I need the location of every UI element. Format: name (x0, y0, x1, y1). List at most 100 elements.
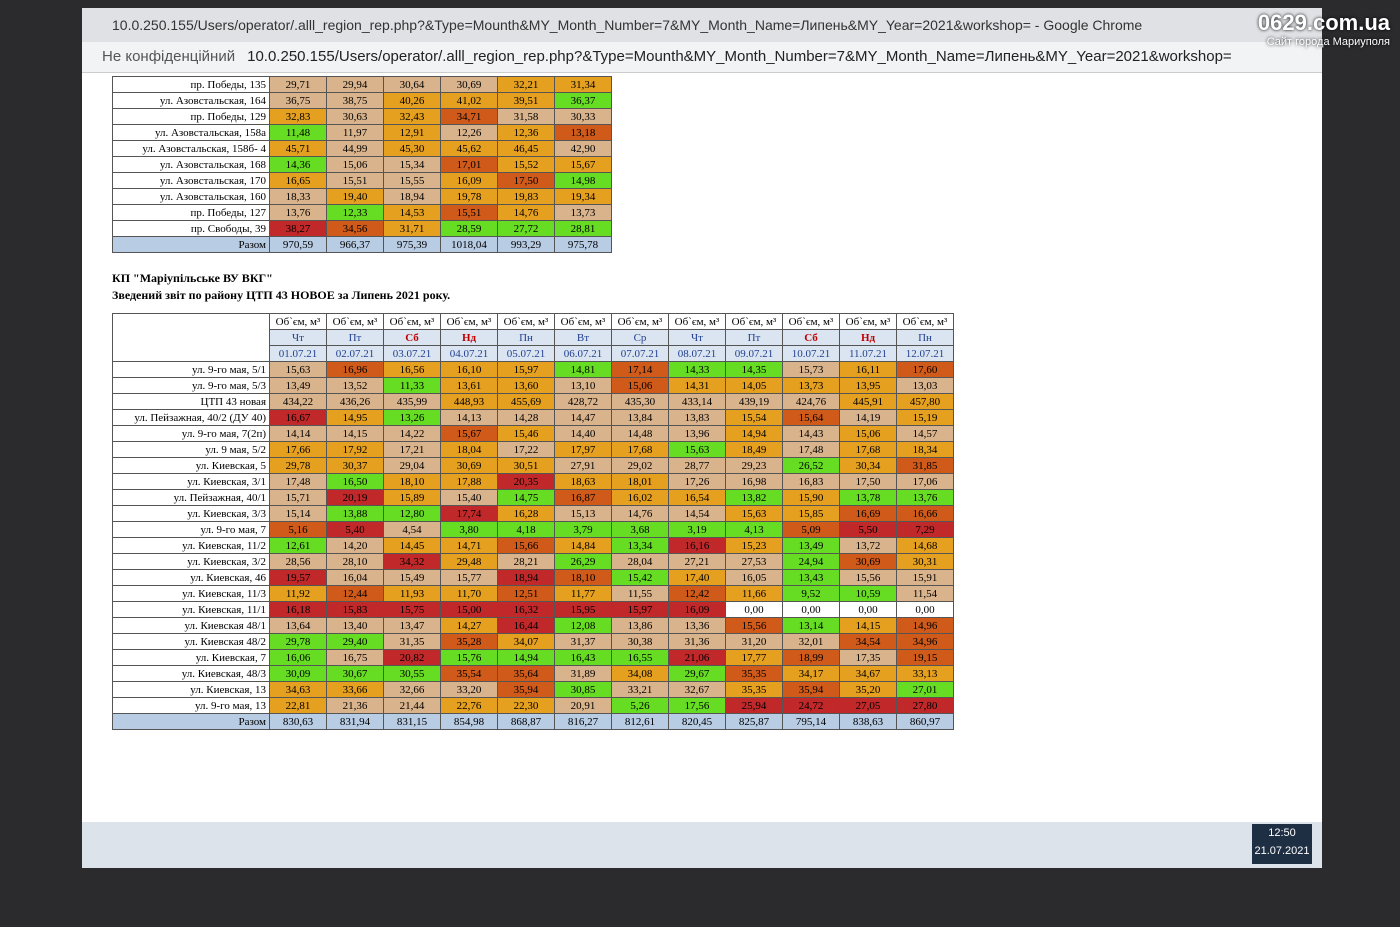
total-value: 868,87 (497, 713, 555, 730)
cell-value: 15,89 (383, 489, 441, 506)
cell-value: 5,50 (839, 521, 897, 538)
cell-value: 13,96 (668, 425, 726, 442)
watermark: 0629.com.ua Сайт города Мариуполя (1258, 10, 1390, 48)
day-name: Сб (383, 329, 441, 346)
cell-value: 28,10 (326, 553, 384, 570)
cell-value: 18,10 (383, 473, 441, 490)
row-label: ул. Киевская, 11/3 (112, 585, 270, 602)
cell-value: 12,42 (668, 585, 726, 602)
cell-value: 11,77 (554, 585, 612, 602)
cell-value: 35,35 (725, 681, 783, 698)
cell-value: 28,81 (554, 220, 612, 237)
cell-value: 34,32 (383, 553, 441, 570)
cell-value: 14,76 (497, 204, 555, 221)
cell-value: 14,54 (668, 505, 726, 522)
table-row: ул. Киевская, 48/3 30,09 30,67 30,55 35,54 35… (112, 665, 954, 682)
cell-value: 5,40 (326, 521, 384, 538)
cell-value: 46,45 (497, 140, 555, 157)
total-value: 831,94 (326, 713, 384, 730)
page-content: пр. Победы, 135 29,71 29,94 30,64 30,69 32,21… (112, 76, 1312, 818)
day-row: Чт Пт Сб Нд Пн Вт Ср Чт Пт Сб Нд Пн (113, 329, 954, 346)
cell-value: 15,63 (725, 505, 783, 522)
cell-value: 14,13 (440, 409, 498, 426)
cell-value: 30,85 (554, 681, 612, 698)
cell-value: 13,95 (839, 377, 897, 394)
cell-value: 13,88 (326, 505, 384, 522)
cell-value: 14,81 (554, 361, 612, 378)
unit-header: Об`єм, м³ (497, 313, 555, 330)
lower-table: Об`єм, м³ Об`єм, м³ Об`єм, м³ Об`єм, м³ Об`є… (112, 313, 954, 730)
cell-value: 26,29 (554, 553, 612, 570)
cell-value: 34,08 (611, 665, 669, 682)
unit-header: Об`єм, м³ (269, 313, 327, 330)
cell-value: 35,35 (725, 665, 783, 682)
row-label: ул. 9-го мая, 7(2п) (112, 425, 270, 442)
cell-value: 18,49 (725, 441, 783, 458)
cell-value: 15,06 (839, 425, 897, 442)
table-row: ул. 9-го мая, 7 5,16 5,40 4,54 3,80 4,18 3,79 3… (112, 521, 954, 538)
table-row: ул. 9-го мая, 5/1 15,63 16,96 16,56 16,10 15,… (112, 361, 954, 378)
cell-value: 19,34 (554, 188, 612, 205)
date: 05.07.21 (497, 345, 555, 362)
cell-value: 29,40 (326, 633, 384, 650)
cell-value: 17,97 (554, 441, 612, 458)
cell-value: 15,83 (326, 601, 384, 618)
row-label: ул. Пейзажная, 40/2 (ДУ 40) (112, 409, 270, 426)
cell-value: 19,78 (440, 188, 498, 205)
row-label: ул. 9-го мая, 5/1 (112, 361, 270, 378)
cell-value: 16,87 (554, 489, 612, 506)
cell-value: 15,64 (782, 409, 840, 426)
total-value: 830,63 (269, 713, 327, 730)
row-label: ул. Киевская, 7 (112, 649, 270, 666)
total-value: 825,87 (725, 713, 783, 730)
cell-value: 14,05 (725, 377, 783, 394)
header-row: Об`єм, м³ Об`єм, м³ Об`єм, м³ Об`єм, м³ Об`є… (112, 313, 954, 362)
cell-value: 18,10 (554, 569, 612, 586)
cell-value: 15,23 (725, 537, 783, 554)
cell-value: 16,98 (725, 473, 783, 490)
row-label: ул. Пейзажная, 40/1 (112, 489, 270, 506)
date: 07.07.21 (611, 345, 669, 362)
row-label: ул. Азовстальская, 158а (112, 124, 270, 141)
cell-value: 14,35 (725, 361, 783, 378)
total-value: 812,61 (611, 713, 669, 730)
unit-header: Об`єм, м³ (383, 313, 441, 330)
total-value: 795,14 (782, 713, 840, 730)
cell-value: 14,19 (839, 409, 897, 426)
cell-value: 35,64 (497, 665, 555, 682)
cell-value: 24,72 (782, 697, 840, 714)
cell-value: 3,19 (668, 521, 726, 538)
unit-header: Об`єм, м³ (782, 313, 840, 330)
cell-value: 13,52 (326, 377, 384, 394)
table-row: ул. Азовстальская, 158а 11,48 11,97 12,91 12… (112, 124, 612, 141)
total-value: 860,97 (896, 713, 954, 730)
address-bar[interactable]: Не конфіденційний 10.0.250.155/Users/oper… (82, 42, 1322, 73)
table-row: ул. Киевская, 11/2 12,61 14,20 14,45 14,71 15… (112, 537, 954, 554)
date: 01.07.21 (269, 345, 327, 362)
total-value: 838,63 (839, 713, 897, 730)
cell-value: 15,42 (611, 569, 669, 586)
cell-value: 15,19 (896, 409, 954, 426)
cell-value: 35,54 (440, 665, 498, 682)
security-indicator[interactable]: Не конфіденційний (102, 48, 236, 65)
unit-header: Об`єм, м³ (326, 313, 384, 330)
cell-value: 13,36 (668, 617, 726, 634)
date: 21.07.2021 (1254, 845, 1310, 857)
cell-value: 45,62 (440, 140, 498, 157)
row-label: ул. Киевская, 13 (112, 681, 270, 698)
cell-value: 5,26 (611, 697, 669, 714)
report-title: Зведений звіт по району ЦТП 43 НОВОЕ за … (112, 288, 451, 302)
cell-value: 13,03 (896, 377, 954, 394)
cell-value: 22,76 (440, 697, 498, 714)
row-label: ул. Киевская, 3/3 (112, 505, 270, 522)
cell-value: 15,00 (440, 601, 498, 618)
row-label: ул. Киевская, 3/1 (112, 473, 270, 490)
url[interactable]: 10.0.250.155/Users/operator/.alll_region… (247, 48, 1232, 65)
cell-value: 16,16 (668, 537, 726, 554)
clock[interactable]: 12:50 21.07.2021 (1252, 824, 1312, 864)
cell-value: 15,55 (383, 172, 441, 189)
cell-value: 13,73 (782, 377, 840, 394)
cell-value: 11,54 (896, 585, 954, 602)
cell-value: 11,92 (269, 585, 327, 602)
